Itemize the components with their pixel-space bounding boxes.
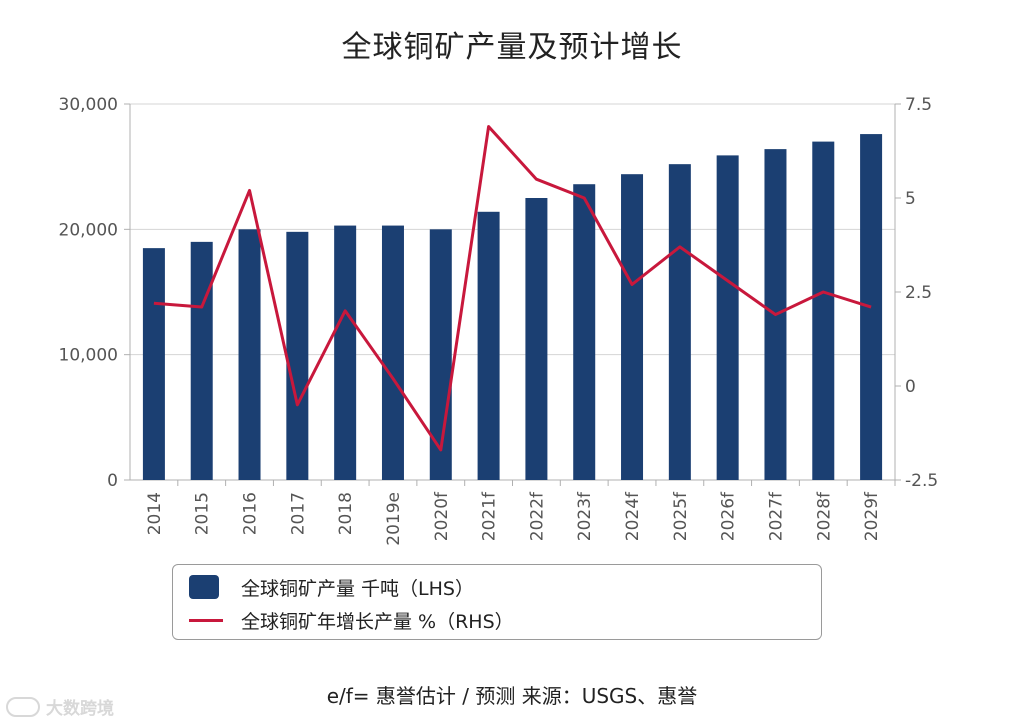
y-left-tick-label: 30,000 [59, 95, 118, 115]
x-tick-label: 2028f [814, 491, 834, 541]
watermark: 大数跨境 [6, 694, 114, 719]
bar [334, 225, 357, 480]
bar [238, 229, 261, 480]
bar [621, 174, 644, 481]
chart-canvas: 0 10,000 20,000 30,000 -2.5 0 2.5 5 7.5 2014 2015 2… [59, 95, 939, 546]
x-tick-label: 2023f [575, 491, 595, 541]
y-right-tick-label: 0 [905, 377, 916, 397]
y-right-tick-label: 5 [905, 189, 916, 209]
x-tick-label: 2026f [719, 491, 739, 541]
bar [381, 225, 404, 480]
watermark-text: 大数跨境 [46, 699, 114, 719]
bar [477, 211, 500, 480]
legend-label-line: 全球铜矿年增长产量 %（RHS） [241, 610, 514, 633]
bar [190, 241, 213, 480]
x-tick-label: 2025f [671, 491, 691, 541]
bar [525, 198, 548, 480]
x-tick-label: 2021f [480, 491, 500, 541]
x-tick-label: 2016 [241, 492, 261, 535]
x-tick-label: 2017 [288, 492, 308, 535]
x-tick-label: 2029f [862, 491, 882, 541]
y-right-tick-label: 2.5 [905, 283, 932, 303]
legend-swatch-bar [189, 575, 219, 599]
bar [286, 231, 309, 480]
x-tick-label: 2020f [432, 491, 452, 541]
chart-title: 全球铜矿产量及预计增长 [341, 30, 683, 65]
x-tick-label: 2024f [623, 491, 643, 541]
legend-swatch-line [189, 618, 223, 622]
x-tick-label: 2022f [527, 491, 547, 541]
legend-label-bar: 全球铜矿产量 千吨（LHS） [241, 577, 474, 600]
source-note: e/f= 惠誉估计 / 预测 来源：USGS、惠誉 [326, 684, 698, 708]
x-tick-label: 2015 [193, 492, 213, 535]
legend-item-line: 全球铜矿年增长产量 %（RHS） [189, 606, 514, 634]
bar [573, 184, 596, 481]
legend-item-bar: 全球铜矿产量 千吨（LHS） [189, 573, 474, 601]
bar [812, 141, 835, 480]
watermark-logo-icon [6, 696, 40, 717]
x-tick-label: 2019e [384, 492, 404, 546]
chart-legend: 全球铜矿产量 千吨（LHS） 全球铜矿年增长产量 %（RHS） [172, 564, 822, 640]
bar [716, 155, 739, 481]
bar [142, 248, 165, 480]
y-left-tick-label: 20,000 [59, 220, 118, 240]
y-right-tick-label: 7.5 [905, 95, 932, 115]
growth-line [153, 125, 872, 452]
y-left-tick-label: 10,000 [59, 346, 118, 366]
x-tick-label: 2018 [336, 492, 356, 535]
y-right-tick-label: -2.5 [905, 471, 938, 491]
bar [668, 164, 691, 480]
y-left-tick-label: 0 [107, 471, 118, 491]
x-tick-label: 2027f [766, 491, 786, 541]
x-tick-label: 2014 [145, 492, 165, 535]
